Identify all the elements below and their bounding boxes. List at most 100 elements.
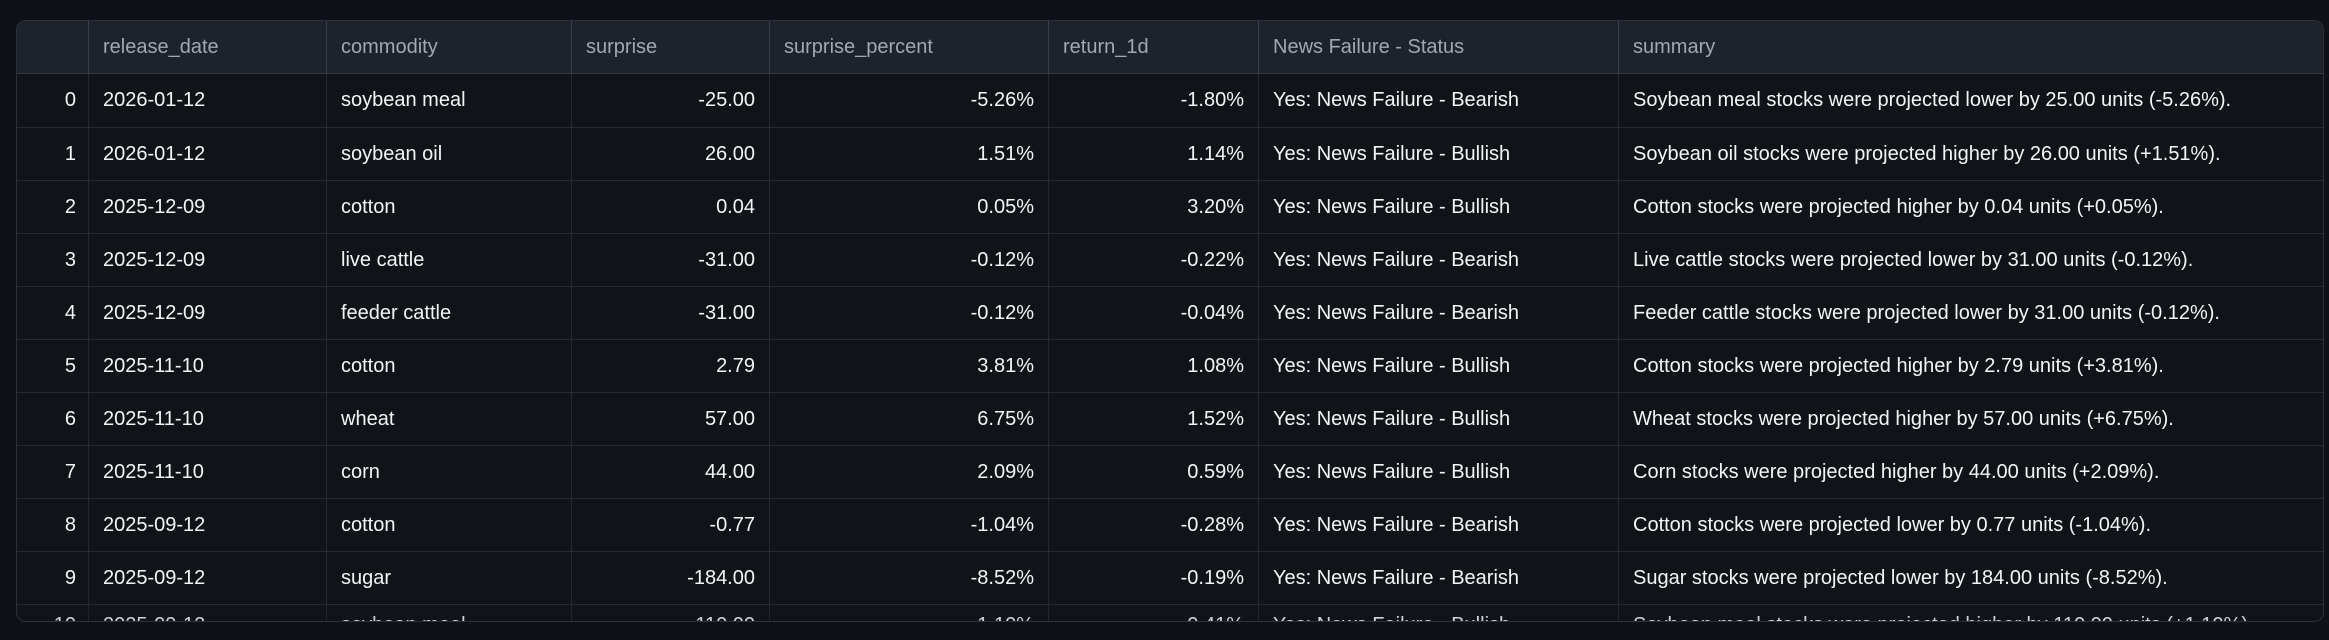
row-index[interactable]: 6	[17, 393, 89, 445]
table-row: 9 2025-09-12 sugar -184.00 -8.52% -0.19% Yes: …	[17, 551, 2323, 604]
cell-surprise-percent[interactable]: 3.81%	[770, 340, 1049, 392]
cell-summary[interactable]: Cotton stocks were projected lower by 0.…	[1633, 514, 2152, 536]
row-index[interactable]: 9	[17, 552, 89, 604]
row-index[interactable]: 4	[17, 287, 89, 339]
cell-summary[interactable]: Live cattle stocks were projected lower …	[1633, 249, 2194, 271]
cell-commodity[interactable]: soybean meal	[327, 605, 572, 621]
cell-summary[interactable]: Sugar stocks were projected lower by 184…	[1633, 567, 2168, 589]
cell-commodity[interactable]: sugar	[327, 552, 572, 604]
cell-return-1d[interactable]: 1.08%	[1049, 340, 1259, 392]
cell-news-failure-status[interactable]: Yes: News Failure - Bullish	[1259, 340, 1619, 392]
cell-release-date[interactable]: 2026-01-12	[89, 128, 327, 180]
cell-release-date[interactable]: 2025-09-12	[89, 499, 327, 551]
cell-return-1d[interactable]: 3.20%	[1049, 181, 1259, 233]
cell-news-failure-status[interactable]: Yes: News Failure - Bearish	[1259, 74, 1619, 127]
row-index[interactable]: 3	[17, 234, 89, 286]
cell-summary[interactable]: Soybean meal stocks were projected highe…	[1619, 605, 2323, 621]
cell-summary[interactable]: Soybean oil stocks were projected higher…	[1633, 143, 2221, 165]
dataframe-body: 0 2026-01-12 soybean meal -25.00 -5.26% -1.80…	[17, 74, 2323, 621]
cell-surprise[interactable]: 26.00	[572, 128, 770, 180]
cell-surprise-percent[interactable]: 0.05%	[770, 181, 1049, 233]
cell-commodity[interactable]: wheat	[327, 393, 572, 445]
cell-release-date[interactable]: 2025-09-12	[89, 605, 327, 621]
column-header-news-failure-status[interactable]: News Failure - Status	[1259, 21, 1619, 73]
cell-summary[interactable]: Feeder cattle stocks were projected lowe…	[1633, 302, 2220, 324]
cell-summary[interactable]: Wheat stocks were projected higher by 57…	[1633, 408, 2174, 430]
row-index[interactable]: 0	[17, 74, 89, 127]
cell-release-date[interactable]: 2025-09-12	[89, 552, 327, 604]
row-index[interactable]: 7	[17, 446, 89, 498]
column-header-summary[interactable]: summary	[1633, 36, 1716, 58]
cell-release-date[interactable]: 2025-11-10	[89, 393, 327, 445]
cell-return-1d[interactable]: -0.22%	[1049, 234, 1259, 286]
table-row: 6 2025-11-10 wheat 57.00 6.75% 1.52% Yes: News…	[17, 392, 2323, 445]
column-header-return-1d[interactable]: return_1d	[1049, 21, 1259, 73]
cell-summary[interactable]: Corn stocks were projected higher by 44.…	[1633, 461, 2160, 483]
cell-news-failure-status[interactable]: Yes: News Failure - Bearish	[1259, 287, 1619, 339]
cell-surprise-percent[interactable]: 1.10%	[770, 605, 1049, 621]
cell-commodity[interactable]: cotton	[327, 340, 572, 392]
cell-surprise[interactable]: 2.79	[572, 340, 770, 392]
cell-surprise-percent[interactable]: 2.09%	[770, 446, 1049, 498]
cell-summary[interactable]: Soybean meal stocks were projected lower…	[1633, 89, 2232, 111]
cell-surprise-percent[interactable]: 6.75%	[770, 393, 1049, 445]
cell-surprise[interactable]: 0.04	[572, 181, 770, 233]
cell-surprise[interactable]: -184.00	[572, 552, 770, 604]
cell-release-date[interactable]: 2025-11-10	[89, 340, 327, 392]
cell-summary[interactable]: Cotton stocks were projected higher by 2…	[1633, 355, 2164, 377]
cell-commodity[interactable]: cotton	[327, 181, 572, 233]
column-header-index[interactable]	[17, 21, 89, 73]
cell-return-1d[interactable]: -0.28%	[1049, 499, 1259, 551]
cell-release-date[interactable]: 2026-01-12	[89, 74, 327, 127]
cell-surprise-percent[interactable]: -5.26%	[770, 74, 1049, 127]
cell-surprise-percent[interactable]: -0.12%	[770, 234, 1049, 286]
cell-return-1d[interactable]: 1.14%	[1049, 128, 1259, 180]
cell-commodity[interactable]: feeder cattle	[327, 287, 572, 339]
cell-release-date[interactable]: 2025-12-09	[89, 234, 327, 286]
cell-commodity[interactable]: cotton	[327, 499, 572, 551]
cell-surprise[interactable]: 57.00	[572, 393, 770, 445]
cell-news-failure-status[interactable]: Yes: News Failure - Bullish	[1259, 393, 1619, 445]
column-header-surprise-percent[interactable]: surprise_percent	[770, 21, 1049, 73]
cell-return-1d[interactable]: -0.04%	[1049, 287, 1259, 339]
cell-surprise[interactable]: -25.00	[572, 74, 770, 127]
cell-news-failure-status[interactable]: Yes: News Failure - Bullish	[1259, 446, 1619, 498]
cell-surprise[interactable]: 44.00	[572, 446, 770, 498]
column-header-surprise[interactable]: surprise	[572, 21, 770, 73]
row-index[interactable]: 2	[17, 181, 89, 233]
row-index[interactable]: 5	[17, 340, 89, 392]
cell-release-date[interactable]: 2025-12-09	[89, 181, 327, 233]
cell-surprise-percent[interactable]: 1.51%	[770, 128, 1049, 180]
cell-surprise[interactable]: -31.00	[572, 234, 770, 286]
cell-surprise-percent[interactable]: -8.52%	[770, 552, 1049, 604]
row-index[interactable]: 10	[17, 605, 89, 621]
cell-surprise[interactable]: 110.00	[572, 605, 770, 621]
column-header-commodity[interactable]: commodity	[327, 21, 572, 73]
cell-return-1d[interactable]: 0.41%	[1049, 605, 1259, 621]
cell-news-failure-status[interactable]: Yes: News Failure - Bullish	[1259, 128, 1619, 180]
cell-news-failure-status[interactable]: Yes: News Failure - Bullish	[1259, 605, 1619, 621]
cell-commodity[interactable]: live cattle	[327, 234, 572, 286]
cell-surprise[interactable]: -31.00	[572, 287, 770, 339]
row-index[interactable]: 8	[17, 499, 89, 551]
cell-return-1d[interactable]: -1.80%	[1049, 74, 1259, 127]
cell-return-1d[interactable]: -0.19%	[1049, 552, 1259, 604]
cell-news-failure-status[interactable]: Yes: News Failure - Bearish	[1259, 552, 1619, 604]
cell-release-date[interactable]: 2025-11-10	[89, 446, 327, 498]
cell-commodity[interactable]: soybean meal	[327, 74, 572, 127]
cell-surprise-percent[interactable]: -1.04%	[770, 499, 1049, 551]
cell-news-failure-status[interactable]: Yes: News Failure - Bearish	[1259, 234, 1619, 286]
cell-news-failure-status[interactable]: Yes: News Failure - Bullish	[1259, 181, 1619, 233]
cell-return-1d[interactable]: 1.52%	[1049, 393, 1259, 445]
cell-release-date[interactable]: 2025-12-09	[89, 287, 327, 339]
table-row: 8 2025-09-12 cotton -0.77 -1.04% -0.28% Yes: N…	[17, 498, 2323, 551]
cell-commodity[interactable]: corn	[327, 446, 572, 498]
row-index[interactable]: 1	[17, 128, 89, 180]
cell-surprise-percent[interactable]: -0.12%	[770, 287, 1049, 339]
cell-commodity[interactable]: soybean oil	[327, 128, 572, 180]
cell-summary[interactable]: Cotton stocks were projected higher by 0…	[1633, 196, 2164, 218]
cell-return-1d[interactable]: 0.59%	[1049, 446, 1259, 498]
column-header-release-date[interactable]: release_date	[89, 21, 327, 73]
cell-news-failure-status[interactable]: Yes: News Failure - Bearish	[1259, 499, 1619, 551]
cell-surprise[interactable]: -0.77	[572, 499, 770, 551]
